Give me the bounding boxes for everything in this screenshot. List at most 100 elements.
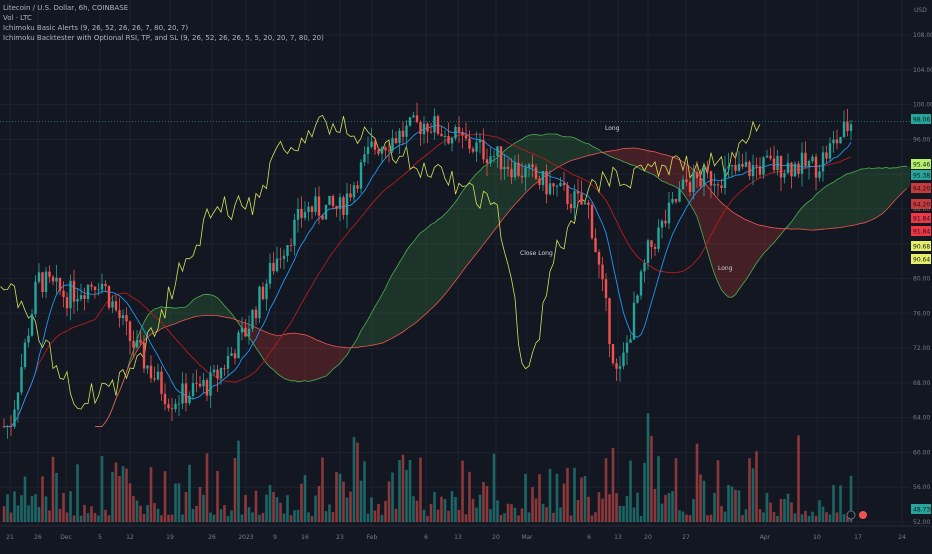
volume-bar (682, 512, 685, 522)
cloud-segment (578, 140, 582, 159)
candle (171, 408, 173, 409)
x-tick-label: 6 (587, 534, 591, 541)
volume-bar (248, 507, 251, 522)
cloud-segment (323, 342, 327, 377)
cloud-segment (326, 344, 330, 376)
candle (45, 272, 47, 292)
y-tick-label: 56.00 (913, 484, 930, 491)
volume-bar (94, 513, 97, 522)
cloud-segment (393, 268, 397, 338)
volume-bar (832, 485, 835, 522)
cloud-segment (466, 182, 470, 267)
candle (388, 150, 390, 151)
ichimoku-alerts-label[interactable]: Ichimoku Basic Alerts (9, 26, 52, 26, 26… (3, 23, 324, 33)
candle (181, 383, 183, 403)
volume-bar (283, 514, 286, 522)
cloud-segment (172, 308, 176, 325)
volume-bar (181, 514, 184, 522)
volume-bar (227, 516, 230, 522)
volume-bar (720, 506, 723, 522)
candle (150, 366, 152, 379)
y-tick-label: 80.00 (913, 276, 930, 283)
candle (811, 157, 813, 161)
volume-bar (31, 496, 34, 522)
volume-bar (353, 437, 356, 522)
candle (241, 328, 243, 333)
candle (713, 184, 715, 185)
cloud-segment (508, 145, 512, 212)
price-tag-label: 98.06 (913, 117, 930, 124)
cloud-segment (855, 170, 859, 225)
cloud-segment (396, 262, 400, 336)
candle (447, 136, 449, 143)
cloud-segment (872, 168, 876, 220)
candle (419, 122, 421, 134)
cloud-segment (876, 168, 880, 218)
candle (598, 252, 600, 264)
volume-bar (640, 516, 643, 522)
volume-bar (570, 516, 573, 522)
candle (139, 340, 141, 343)
y-tick-label: 76.00 (913, 310, 930, 317)
volume-bar (321, 458, 324, 522)
volume-bar (171, 515, 174, 522)
volume-bar (206, 453, 209, 522)
candle (20, 367, 22, 392)
candle (846, 122, 848, 131)
cloud-segment (757, 224, 761, 263)
candle (230, 353, 232, 356)
volume-bar (370, 497, 373, 522)
volume-bar (461, 461, 464, 522)
candle (272, 263, 274, 271)
volume-bar (752, 468, 755, 522)
candle (482, 140, 484, 159)
candle (524, 167, 526, 177)
candle (335, 206, 337, 209)
symbol-title[interactable]: Litecoin / U.S. Dollar, 6h, COINBASE (3, 3, 324, 13)
cloud-segment (480, 167, 484, 249)
volume-indicator-label[interactable]: Vol · LTC (3, 13, 324, 23)
cloud-segment (382, 288, 386, 343)
candle (381, 147, 383, 153)
ichimoku-backtester-label[interactable]: Ichimoku Backtester with Optional RSI, T… (3, 33, 324, 43)
candle (741, 164, 743, 167)
candle (727, 166, 729, 168)
cloud-segment (211, 295, 215, 316)
volume-bar (836, 512, 839, 522)
volume-bar (395, 509, 398, 522)
cloud-segment (652, 151, 656, 175)
volume-bar (164, 471, 167, 522)
volume-bar (381, 515, 384, 522)
y-tick-label: 64.00 (913, 415, 930, 422)
candle (251, 310, 253, 329)
volume-bar (766, 493, 769, 522)
candle (825, 152, 827, 158)
volume-bar (717, 460, 720, 522)
candle (185, 383, 187, 403)
candle (6, 426, 8, 427)
candle (3, 426, 5, 427)
candle (27, 336, 29, 343)
candle (510, 169, 512, 177)
volume-bar (514, 508, 517, 522)
cloud-segment (484, 164, 488, 244)
volume-bar (202, 495, 205, 522)
candle (153, 378, 155, 379)
candle (587, 203, 589, 206)
cloud-segment (529, 135, 533, 190)
candle (689, 182, 691, 192)
volume-bar (367, 514, 370, 522)
candle (220, 368, 222, 378)
cloud-segment (403, 250, 407, 331)
candle (538, 179, 540, 185)
cloud-segment (746, 220, 750, 280)
candle (87, 285, 89, 299)
candle (570, 204, 572, 208)
candle (731, 165, 733, 166)
volume-bar (318, 486, 321, 522)
cloud-segment (802, 204, 806, 230)
candle (720, 185, 722, 188)
cloud-segment (487, 162, 491, 240)
cloud-segment (291, 333, 295, 381)
